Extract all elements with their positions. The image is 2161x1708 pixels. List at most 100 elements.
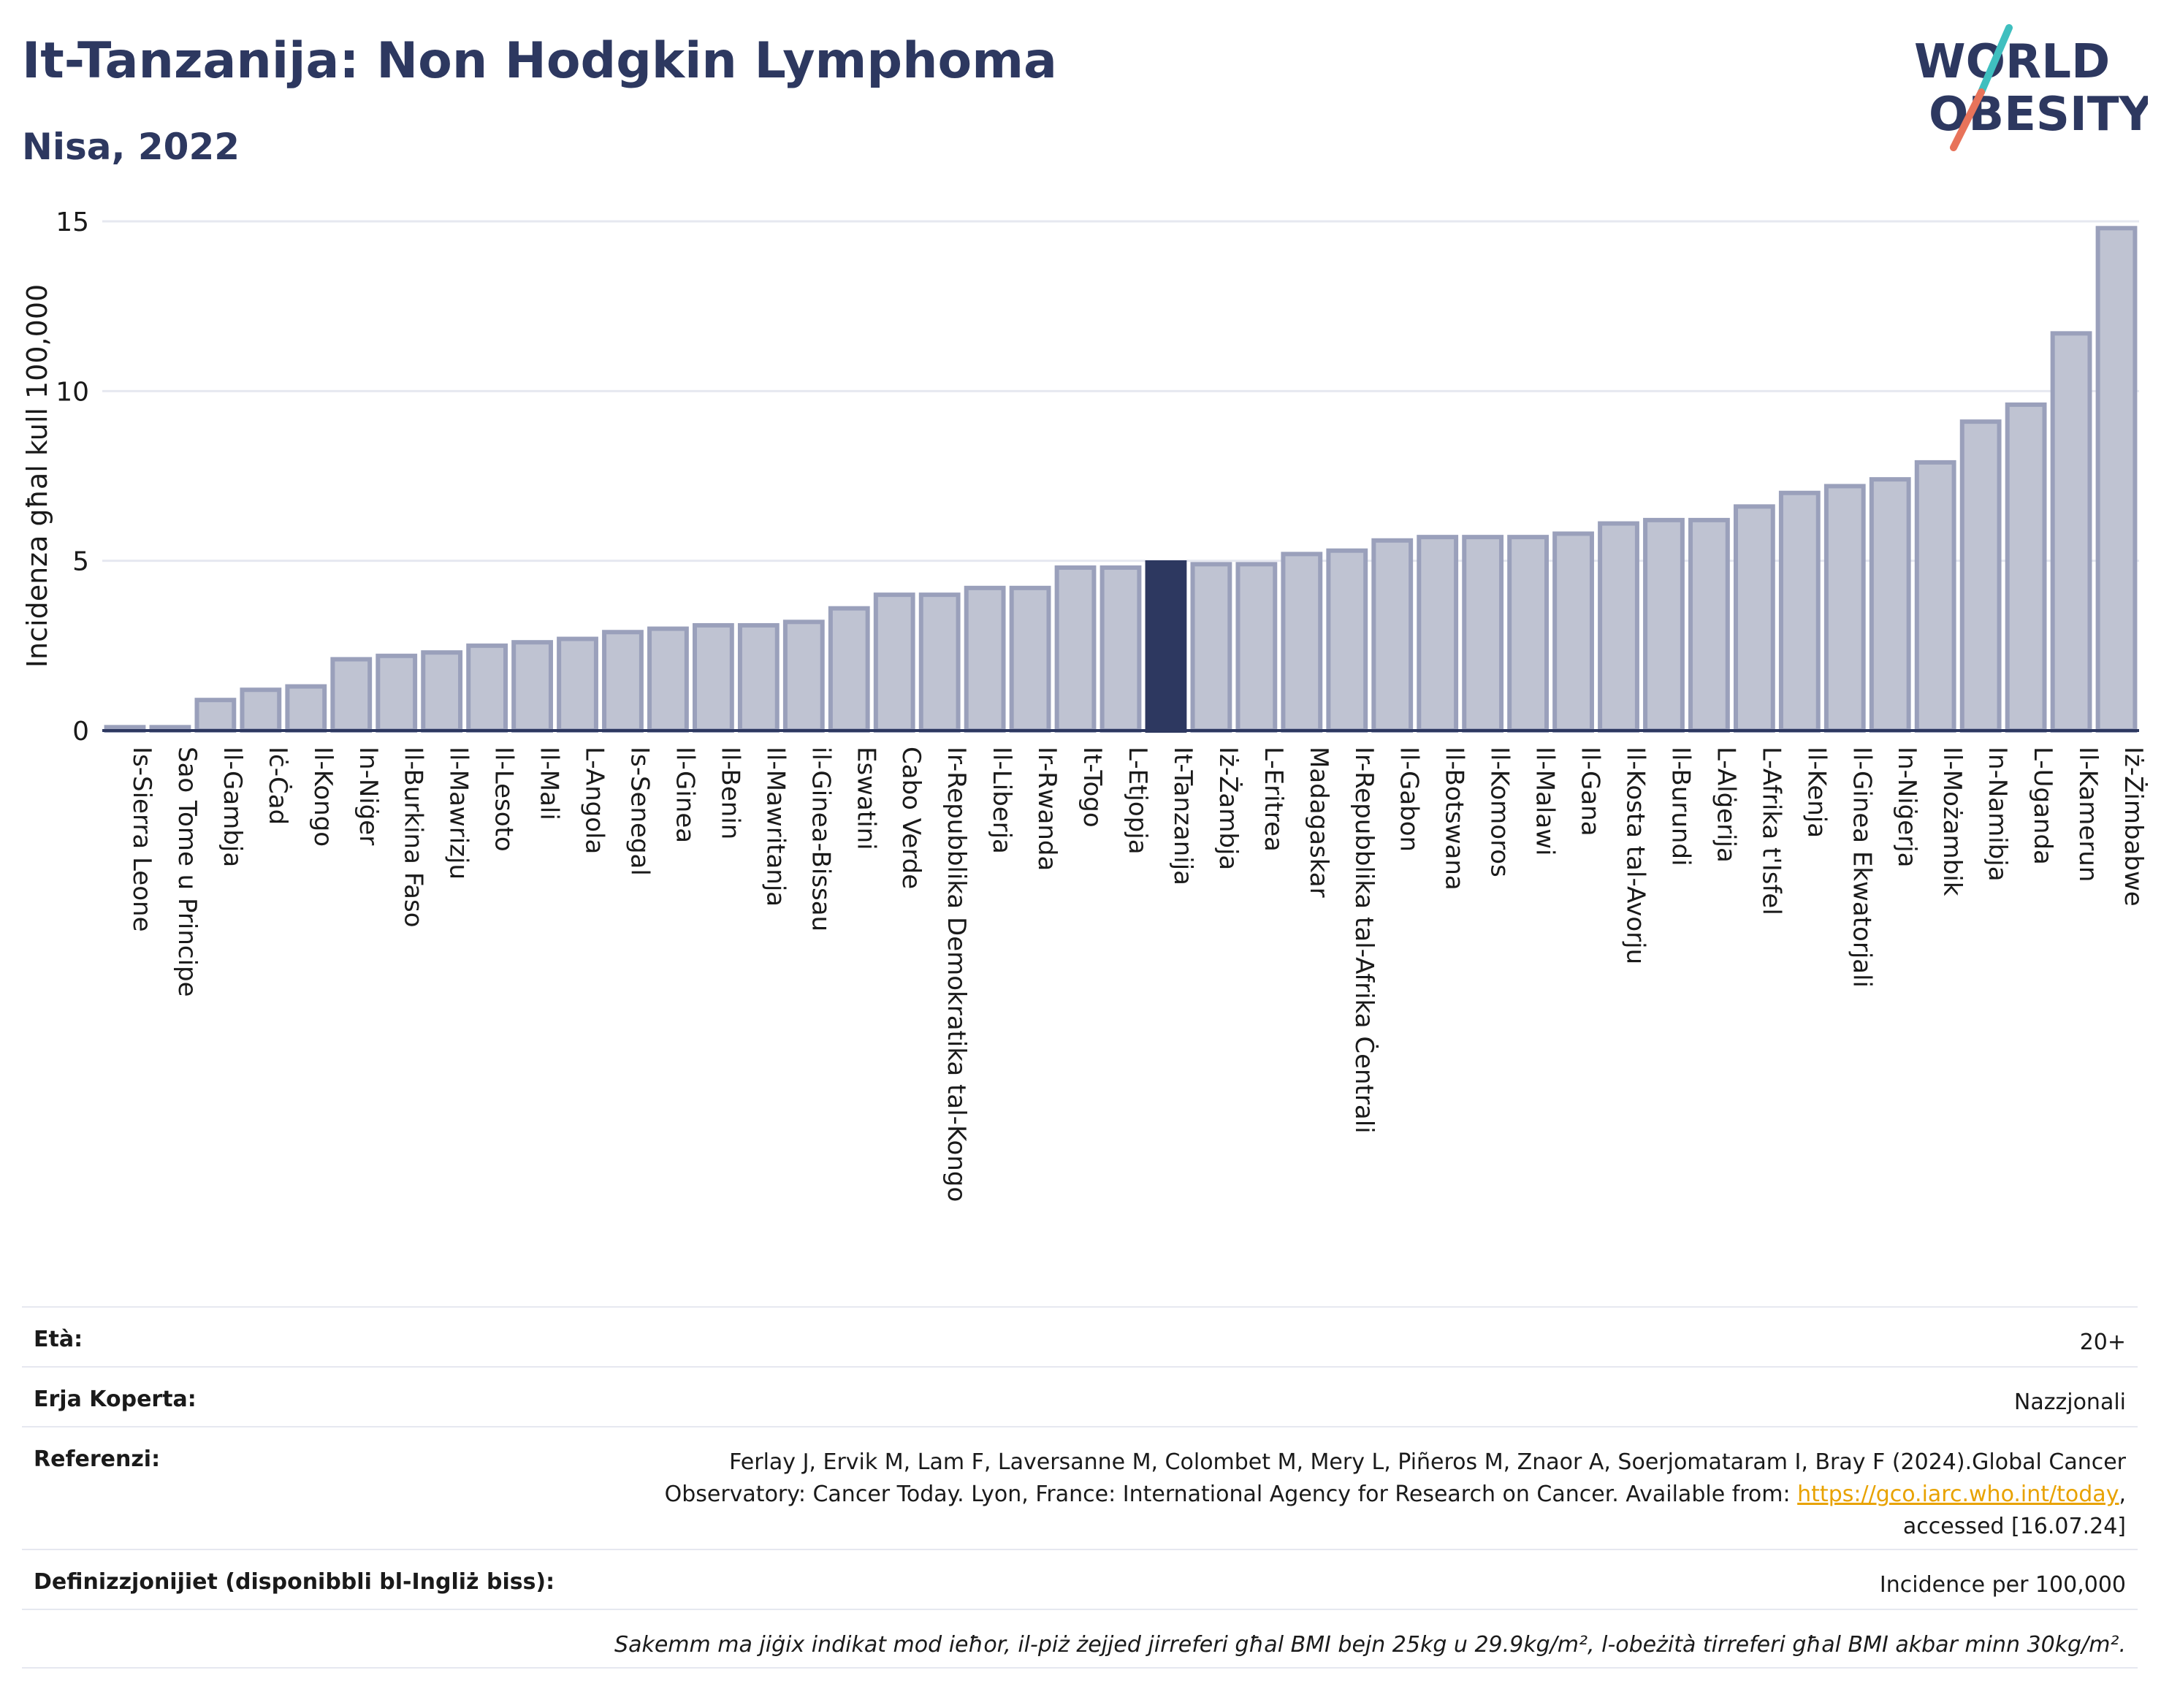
x-tick-label: In-Niġer [354,747,383,845]
reference-line-2-end: , [2119,1482,2126,1507]
references-value: Ferlay J, Ervik M, Lam F, Laversanne M, … [665,1446,2126,1543]
bar [421,650,463,733]
bar [1778,490,1821,733]
y-tick-labels: 0 5 10 15 [56,207,89,747]
reference-line-3: accessed [16.07.24] [1902,1514,2126,1539]
bar [2005,402,2047,733]
x-tick-label: It-Tanzanija [1168,747,1197,885]
x-tick-label: Il-Malawi [1531,747,1560,855]
age-label: Età: [34,1327,83,1352]
x-tick-label: Il-Kongo [308,747,338,847]
bars [104,226,2138,733]
bar [1959,419,2002,733]
definitions-label: Definizzjonijiet (disponibbli bl-Ingliż … [34,1569,555,1595]
bar [1823,484,1866,733]
bar [1009,585,1051,733]
age-value: 20+ [2079,1330,2126,1355]
x-tick-label: Iż-Żambja [1213,747,1243,870]
x-tick-label: Il-Burundi [1666,747,1695,866]
bar [602,630,644,733]
x-tick-label: Il-Ginea Ekwatorjali [1847,747,1876,988]
area-value: Nazzjonali [2013,1389,2126,1415]
x-tick-label: In-Namibja [1983,747,2012,882]
bar [1326,548,1368,733]
logo-line1: WORLD [1914,35,2110,89]
x-tick-label: Cabo Verde [896,747,926,889]
x-tick-label: Il-Ginea [670,747,699,843]
x-tick-label: Madagaskar [1304,747,1333,898]
references-label: Referenzi: [34,1446,161,1472]
x-tick-label: L-Angola [580,747,609,854]
x-tick-label: Ir-Rwanda [1032,747,1062,871]
x-tick-labels: Is-Sierra Leone Sao Tome u Principe Il-Gam… [127,747,2148,1202]
x-tick-label: Eswatini [851,747,880,850]
x-tick-label: Il-Burkina Faso [399,747,428,928]
y-tick-label: 5 [72,547,89,577]
info-row-definitions: Definizzjonijiet (disponibbli bl-Ingliż … [22,1549,2138,1609]
x-tick-label: Il-Benin [715,747,744,839]
bar [511,640,553,733]
info-row-note: Sakemm ma jiġix indikat mod ieħor, il-pi… [22,1609,2138,1669]
logo-line2: OBESITY [1929,88,2148,142]
bar [1235,562,1278,733]
x-tick-label: L-Etjopja [1123,747,1152,855]
bar [782,619,825,733]
bar [1552,531,1594,733]
x-tick-label: Il-Mawritanja [761,747,790,907]
x-tick-label: Is-Sierra Leone [127,747,156,932]
bar [557,636,598,733]
bar [1462,535,1504,733]
area-label: Erja Koperta: [34,1387,197,1412]
bar-chart: 0 5 10 15 Is-Sierra Leone Sao Tome u Princip… [21,207,2148,1202]
reference-line-2: Observatory: Cancer Today. Lyon, France:… [664,1482,1798,1507]
bar [1371,538,1414,733]
bar [737,622,780,733]
bar [1914,460,1956,733]
bar [1054,565,1097,733]
bar [1869,477,1911,733]
y-tick-label: 0 [72,717,89,747]
x-tick-label: Is-Senegal [625,747,654,876]
bar [376,653,418,733]
y-tick-label: 10 [56,377,89,407]
bar [1417,535,1459,733]
x-tick-label: Il-Gambja [218,747,247,867]
x-tick-label: Il-Liberja [987,747,1016,854]
x-tick-label: Sao Tome u Principe [172,747,202,997]
x-tick-label: L-Uganda [2028,747,2057,865]
bar [964,585,1006,733]
bar [1281,552,1323,733]
info-row-age: Età: 20+ [22,1306,2138,1366]
page-subtitle: Nisa, 2022 [22,126,240,168]
bar [2050,331,2092,733]
world-obesity-logo: WORLD OBESITY [1914,24,2148,151]
bar [1688,517,1730,733]
x-tick-label: Il-Możambik [1937,747,1967,896]
page-title: It-Tanzanija: Non Hodgkin Lymphoma [22,32,1057,90]
y-tick-label: 15 [56,207,89,237]
x-tick-label: Il-Gana [1576,747,1605,836]
x-tick-label: Il-Lesoto [489,747,519,852]
bar [918,592,961,733]
x-tick-label: Il-Botswana [1440,747,1469,891]
x-tick-label: Ir-Repubblika tal-Afrika Ċentrali [1349,747,1379,1134]
bar [330,657,373,733]
bar [1643,517,1685,733]
x-tick-label: L-Eritrea [1259,747,1288,852]
x-tick-label: Il-Kenja [1802,747,1831,838]
x-tick-label: Ir-Repubblika Demokratika tal-Kongo [942,747,971,1202]
info-row-area: Erja Koperta: Nazzjonali [22,1366,2138,1426]
bar [873,592,915,733]
x-tick-label: il-Ginea-Bissau [806,747,835,931]
bar-highlighted [1145,560,1187,733]
bar [2095,226,2138,733]
x-tick-label: Il-Gabon [1395,747,1424,852]
bar [1733,504,1775,733]
bar [194,698,237,733]
reference-link[interactable]: https://gco.iarc.who.int/today [1797,1482,2119,1507]
bar [828,606,870,733]
x-tick-label: Il-Komoros [1485,747,1514,877]
x-tick-label: L-Alġerija [1711,747,1740,863]
y-axis-label: Incidenza għal kull 100,000 [21,284,53,668]
bar [285,684,327,733]
